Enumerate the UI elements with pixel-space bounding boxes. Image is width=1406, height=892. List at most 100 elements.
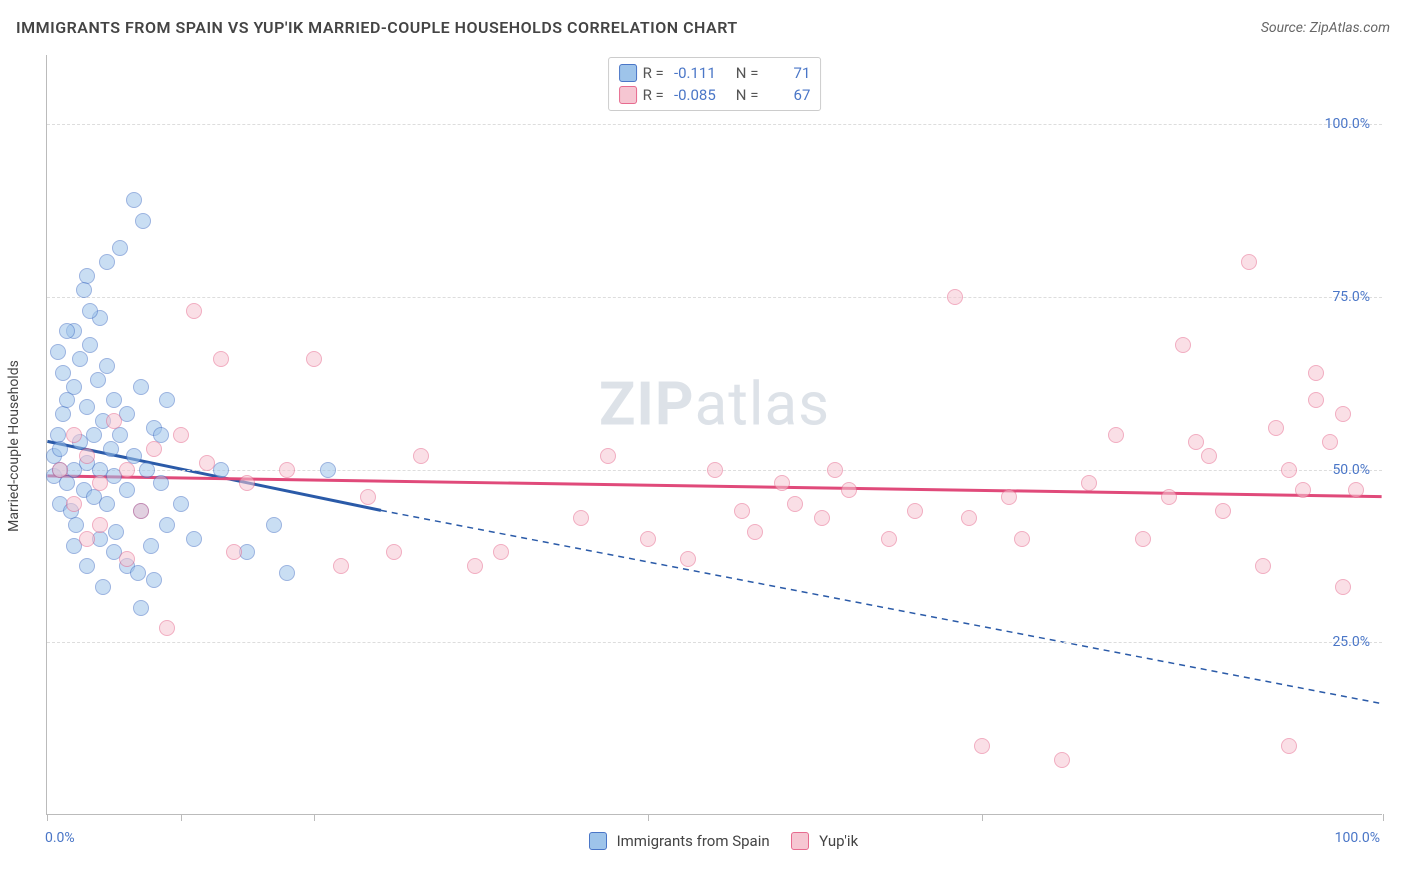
data-point [680,551,696,567]
data-point [1335,579,1351,595]
data-point [1255,558,1271,574]
data-point [99,254,115,270]
data-point [55,406,71,422]
data-point [146,572,162,588]
data-point [1081,475,1097,491]
data-point [106,392,122,408]
data-point [1001,489,1017,505]
data-point [386,544,402,560]
data-point [974,738,990,754]
data-point [130,565,146,581]
data-point [173,496,189,512]
data-point [1281,738,1297,754]
regression-lines [47,55,1382,814]
data-point [66,379,82,395]
data-point [186,531,202,547]
data-point [159,620,175,636]
data-point [1348,482,1364,498]
data-point [112,427,128,443]
data-point [92,475,108,491]
data-point [1281,462,1297,478]
data-point [99,358,115,374]
data-point [747,524,763,540]
stat-legend: R = -0.111 N = 71 R = -0.085 N = 67 [608,57,822,111]
data-point [66,496,82,512]
data-point [79,448,95,464]
data-point [1108,427,1124,443]
data-point [306,351,322,367]
data-point [146,441,162,457]
data-point [640,531,656,547]
y-tick-label: 25.0% [1332,634,1370,650]
swatch-series1 [619,64,637,82]
data-point [961,510,977,526]
y-tick-label: 100.0% [1325,116,1370,132]
data-point [947,289,963,305]
x-tick [982,814,983,821]
data-point [907,503,923,519]
chart-title: IMMIGRANTS FROM SPAIN VS YUP'IK MARRIED-… [16,18,738,37]
data-point [333,558,349,574]
x-tick [314,814,315,821]
data-point [159,392,175,408]
data-point [55,365,71,381]
data-point [1295,482,1311,498]
data-point [1054,752,1070,768]
data-point [493,544,509,560]
data-point [135,213,151,229]
data-point [59,475,75,491]
bottom-swatch-series2 [791,832,809,850]
data-point [360,489,376,505]
bottom-label-series1: Immigrants from Spain [617,832,770,850]
data-point [133,379,149,395]
data-point [413,448,429,464]
data-point [92,517,108,533]
bottom-legend: Immigrants from Spain Yup'ik [47,832,1382,850]
data-point [1241,254,1257,270]
data-point [119,551,135,567]
data-point [133,503,149,519]
data-point [99,496,115,512]
data-point [52,462,68,478]
data-point [1175,337,1191,353]
data-point [239,475,255,491]
data-point [1215,503,1231,519]
data-point [600,448,616,464]
data-point [1135,531,1151,547]
data-point [787,496,803,512]
data-point [126,192,142,208]
data-point [72,351,88,367]
data-point [173,427,189,443]
y-tick-label: 75.0% [1332,289,1370,305]
data-point [159,517,175,533]
data-point [86,427,102,443]
data-point [841,482,857,498]
data-point [467,558,483,574]
data-point [82,303,98,319]
y-axis-title: Married-couple Households [6,360,22,532]
data-point [827,462,843,478]
data-point [66,427,82,443]
data-point [1335,406,1351,422]
data-point [103,441,119,457]
data-point [1161,489,1177,505]
data-point [1268,420,1284,436]
data-point [734,503,750,519]
data-point [59,323,75,339]
data-point [1014,531,1030,547]
data-point [79,399,95,415]
data-point [143,538,159,554]
data-point [50,344,66,360]
data-point [82,337,98,353]
data-point [153,475,169,491]
gridline [47,297,1382,298]
data-point [68,517,84,533]
swatch-series2 [619,86,637,104]
data-point [133,600,149,616]
data-point [139,462,155,478]
watermark: ZIPatlas [599,369,830,440]
data-point [108,524,124,540]
data-point [266,517,282,533]
data-point [119,482,135,498]
data-point [79,531,95,547]
